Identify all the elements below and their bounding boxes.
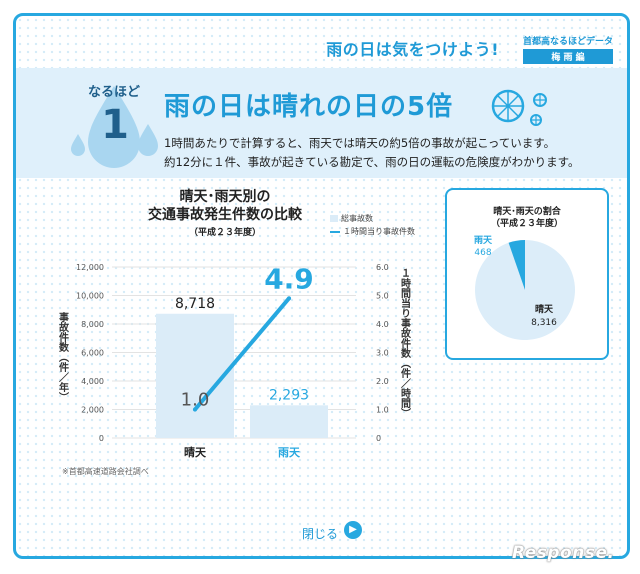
pie-title: 晴天･雨天の割合 （平成２３年度） [447,206,607,230]
fact-number: 1 [101,102,129,148]
legend-item-bar: 総事故数 [330,212,415,225]
raindrop-icon [71,86,158,168]
watermark: Response. [512,543,615,563]
naruhodo-badge: なるほど 1 [64,78,164,170]
headline-banner: なるほど 1 雨の日は晴れの日の5倍 1時間あたりで計算すると、雨天では晴天の約… [16,68,627,178]
description-line-1: 1時間あたりで計算すると、雨天では晴天の約5倍の事故が起こっています。 [164,136,556,150]
series-badge: 梅 雨 編 [522,49,613,64]
arrow-right-icon[interactable]: ▶ [344,521,362,539]
page-title: 雨の日は気をつけよう! [326,40,499,59]
pie-title-line-1: 晴天･雨天の割合 [493,207,561,217]
chart-title-line-2: 交通事故発生件数の比較 [148,207,302,223]
legend-item-line: １時間当り事故件数 [330,225,415,238]
source-note: ※首都高速道路会社調べ [62,467,149,476]
pie-title-line-2: （平成２３年度） [490,219,563,229]
legend-bar-swatch [330,215,338,222]
description-line-2: 約12分に１件、事故が起きている勘定で、雨の日の運転の危険度がわかります。 [164,155,580,169]
naruhodo-label: なるほど [87,85,140,100]
info-panel: 雨の日は気をつけよう! 首都高なるほどデータ 梅 雨 編 なるほど 1 雨の日は… [13,13,630,559]
umbrella-icon [488,86,558,136]
pie-card: 晴天･雨天の割合 （平成２３年度） [445,188,609,360]
legend-line-label: １時間当り事故件数 [343,227,415,236]
chart-title-line-1: 晴天･雨天別の [179,189,271,205]
top-bar: 雨の日は気をつけよう! 首都高なるほどデータ 梅 雨 編 [16,16,627,68]
legend-line-swatch [330,230,340,233]
close-button[interactable]: 閉じる [302,527,339,541]
description: 1時間あたりで計算すると、雨天では晴天の約5倍の事故が起こっています。 約12分… [164,134,580,172]
headline: 雨の日は晴れの日の5倍 [164,92,454,122]
chart-legend: 総事故数 １時間当り事故件数 [330,212,415,238]
chart-title: 晴天･雨天別の 交通事故発生件数の比較 （平成２３年度） [120,188,330,242]
legend-bar-label: 総事故数 [341,214,373,223]
chart-subtitle: （平成２３年度） [188,228,261,238]
series-label: 首都高なるほどデータ 梅 雨 編 [522,34,613,64]
series-name: 首都高なるほどデータ [522,37,613,47]
